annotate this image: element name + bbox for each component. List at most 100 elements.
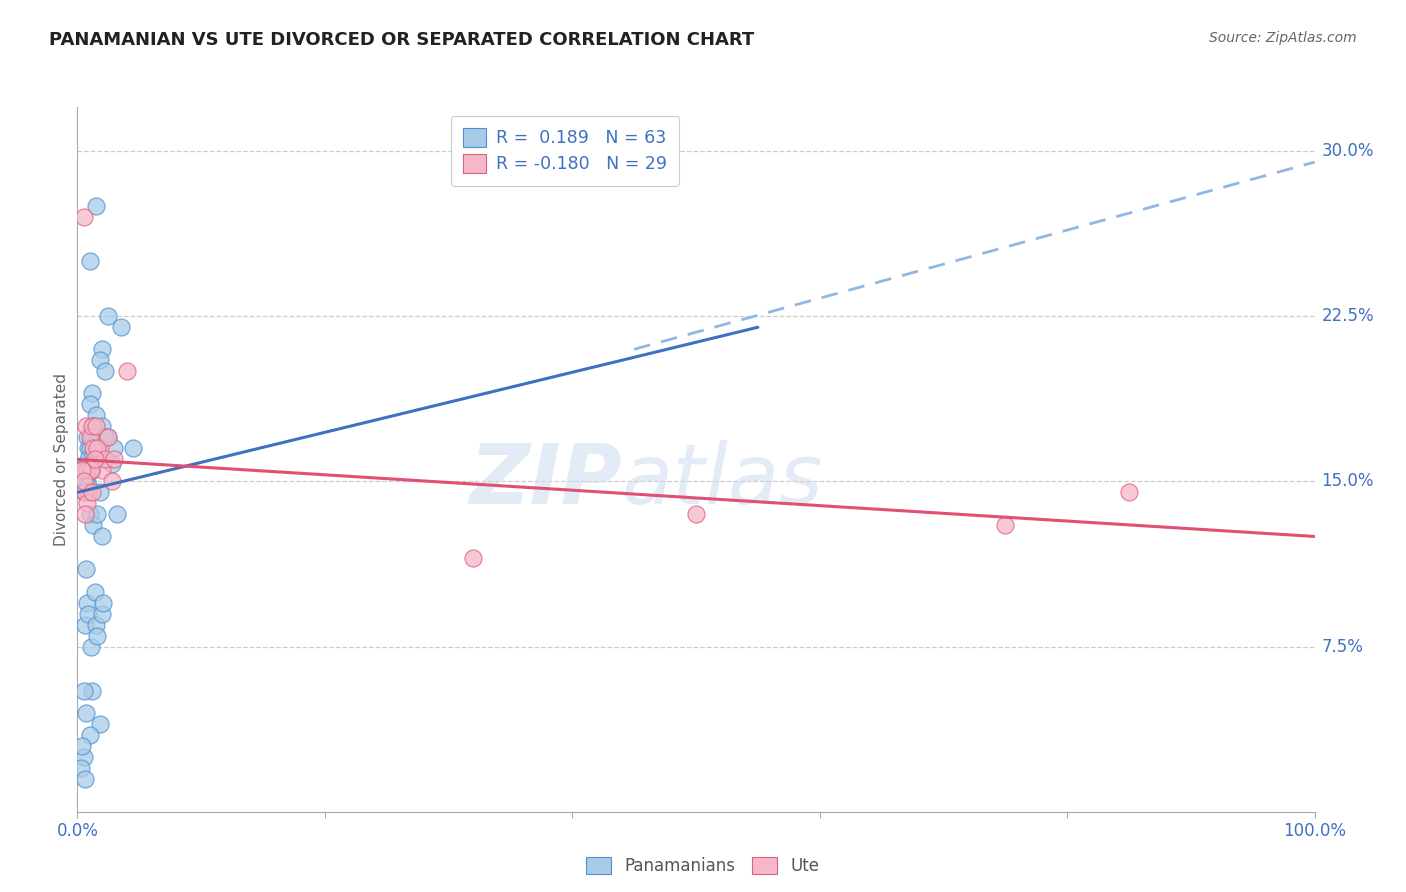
Point: [76, 475, 98, 489]
Point: [72, 210, 94, 224]
Point: [75, 419, 97, 434]
Point: [101, 457, 124, 471]
Point: [77, 452, 100, 467]
Point: [73, 772, 96, 786]
Point: [73, 485, 96, 500]
Point: [82, 518, 104, 533]
Point: [73, 508, 96, 522]
Text: 15.0%: 15.0%: [1322, 473, 1374, 491]
Text: PANAMANIAN VS UTE DIVORCED OR SEPARATED CORRELATION CHART: PANAMANIAN VS UTE DIVORCED OR SEPARATED …: [49, 31, 755, 49]
Point: [79, 463, 101, 477]
Point: [105, 508, 128, 522]
Point: [463, 551, 485, 566]
Point: [80, 463, 103, 477]
Point: [72, 463, 94, 477]
Point: [79, 463, 101, 477]
Point: [97, 430, 120, 444]
Point: [84, 452, 107, 467]
Point: [84, 199, 107, 213]
Point: [93, 364, 115, 378]
Point: [79, 508, 101, 522]
Y-axis label: Divorced or Separated: Divorced or Separated: [53, 373, 69, 546]
Point: [103, 442, 125, 456]
Text: 7.5%: 7.5%: [1322, 638, 1364, 656]
Point: [1118, 485, 1140, 500]
Point: [83, 442, 105, 456]
Point: [75, 706, 97, 720]
Point: [91, 529, 114, 543]
Text: atlas: atlas: [621, 440, 824, 521]
Point: [77, 442, 100, 456]
Point: [76, 496, 98, 510]
Point: [76, 595, 98, 609]
Point: [73, 617, 96, 632]
Point: [89, 353, 111, 368]
Point: [84, 409, 107, 423]
Point: [82, 442, 104, 456]
Text: ZIP: ZIP: [470, 440, 621, 521]
Point: [97, 430, 120, 444]
Point: [86, 425, 108, 440]
Text: 22.5%: 22.5%: [1322, 307, 1374, 326]
Point: [80, 640, 103, 654]
Point: [103, 452, 125, 467]
Point: [84, 617, 107, 632]
Point: [77, 485, 100, 500]
Point: [91, 343, 114, 357]
Point: [82, 448, 104, 462]
Point: [89, 485, 111, 500]
Point: [82, 386, 104, 401]
Point: [89, 716, 111, 731]
Point: [80, 430, 103, 444]
Point: [87, 452, 110, 467]
Point: [122, 442, 145, 456]
Point: [91, 463, 114, 477]
Point: [72, 739, 94, 753]
Point: [83, 584, 105, 599]
Point: [76, 430, 98, 444]
Point: [86, 628, 108, 642]
Point: [82, 485, 104, 500]
Point: [79, 397, 101, 411]
Point: [80, 463, 103, 477]
Point: [91, 595, 114, 609]
Point: [93, 430, 115, 444]
Point: [89, 442, 111, 456]
Point: [82, 419, 104, 434]
Point: [91, 607, 114, 621]
Point: [77, 607, 100, 621]
Point: [89, 434, 111, 449]
Point: [93, 452, 115, 467]
Point: [75, 562, 97, 576]
Point: [75, 457, 97, 471]
Text: Source: ZipAtlas.com: Source: ZipAtlas.com: [1209, 31, 1357, 45]
Point: [91, 419, 114, 434]
Point: [101, 475, 124, 489]
Point: [110, 320, 132, 334]
Point: [72, 485, 94, 500]
Point: [79, 442, 101, 456]
Point: [97, 310, 120, 324]
Point: [72, 475, 94, 489]
Point: [115, 364, 138, 378]
Point: [82, 463, 104, 477]
Point: [84, 419, 107, 434]
Point: [994, 518, 1017, 533]
Point: [82, 419, 104, 434]
Legend: R =  0.189   N = 63, R = -0.180   N = 29: R = 0.189 N = 63, R = -0.180 N = 29: [451, 116, 679, 186]
Text: 30.0%: 30.0%: [1322, 142, 1374, 160]
Point: [86, 508, 108, 522]
Point: [86, 442, 108, 456]
Point: [72, 463, 94, 477]
Point: [72, 749, 94, 764]
Point: [82, 430, 104, 444]
Point: [73, 475, 96, 489]
Point: [79, 430, 101, 444]
Point: [82, 683, 104, 698]
Point: [76, 463, 98, 477]
Point: [70, 761, 93, 775]
Point: [77, 479, 100, 493]
Point: [79, 728, 101, 742]
Point: [79, 254, 101, 268]
Point: [685, 508, 707, 522]
